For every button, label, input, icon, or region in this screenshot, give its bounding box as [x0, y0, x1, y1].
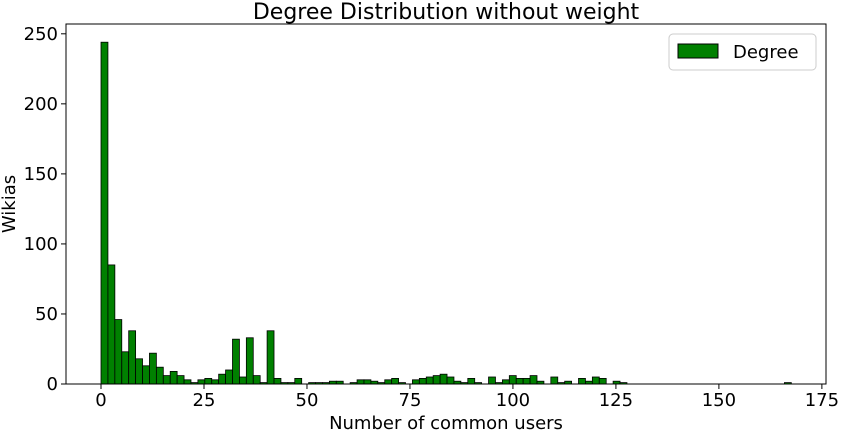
histogram-bar	[128, 330, 137, 385]
histogram-bar	[239, 376, 247, 385]
plot-frame	[65, 23, 827, 385]
histogram-bar	[467, 377, 476, 385]
histogram-bar	[149, 352, 157, 385]
histogram-bar	[432, 375, 441, 385]
legend-swatch	[677, 43, 719, 59]
x-tick-label: 50	[296, 390, 319, 411]
histogram-bar	[197, 379, 206, 385]
x-axis-title: Number of common users	[329, 413, 563, 432]
histogram-bar	[501, 379, 510, 385]
x-tick-label: 125	[599, 390, 633, 411]
y-tick-label: 150	[24, 164, 58, 185]
histogram-bar	[384, 379, 393, 385]
histogram-bar	[218, 373, 226, 385]
histogram-bar	[439, 373, 448, 385]
x-tick-label: 175	[805, 390, 839, 411]
histogram-bar	[225, 369, 233, 385]
histogram-bar	[550, 376, 559, 385]
histogram-bar	[204, 377, 213, 385]
bars-group	[100, 41, 792, 385]
histogram-bar	[107, 264, 116, 385]
histogram-bar	[446, 376, 455, 385]
y-tick-label: 0	[47, 374, 58, 395]
y-tick-label: 50	[35, 304, 58, 325]
histogram-bar	[155, 366, 164, 385]
histogram-bar	[294, 377, 303, 385]
histogram-bar	[391, 377, 399, 385]
x-tick-label: 0	[95, 390, 106, 411]
histogram-bar	[515, 377, 524, 385]
legend-label-degree: Degree	[733, 42, 799, 63]
histogram-bar	[169, 370, 178, 385]
histogram-bar	[252, 375, 261, 385]
histogram-bar	[183, 379, 192, 385]
histogram-bar	[578, 377, 586, 385]
histogram-bar	[598, 377, 607, 385]
histogram-bar	[529, 375, 538, 385]
histogram-bar	[363, 379, 372, 385]
histogram-bar	[273, 377, 282, 385]
histogram-bar	[121, 351, 130, 385]
legend: Degree	[668, 33, 817, 71]
histogram-bar	[266, 330, 275, 385]
chart-title: Degree Distribution without weight	[253, 0, 640, 25]
x-tick-label: 75	[399, 390, 422, 411]
histogram-bar	[522, 377, 531, 385]
histogram-bar	[211, 379, 220, 385]
histogram-bar	[100, 41, 109, 385]
histogram-bar	[488, 376, 496, 385]
histogram-bar	[245, 337, 254, 385]
histogram-bar	[135, 358, 143, 385]
x-tick-label: 100	[496, 390, 530, 411]
histogram-bar	[142, 365, 150, 385]
histogram-bar	[508, 375, 517, 385]
histogram-bar	[425, 376, 434, 385]
histogram-bar	[114, 319, 123, 385]
histogram-bar	[232, 338, 240, 385]
x-tick-label: 25	[193, 390, 216, 411]
x-axis-ticks: 0 25 50 75 100 125 150 175	[95, 384, 839, 411]
histogram-bar	[176, 375, 185, 385]
histogram-bar	[356, 379, 365, 385]
y-tick-label: 250	[24, 24, 58, 45]
y-tick-label: 200	[24, 94, 58, 115]
histogram-bar	[162, 375, 171, 385]
y-axis-title: Wikias	[0, 175, 20, 233]
y-tick-label: 100	[24, 234, 58, 255]
histogram-bar	[412, 379, 420, 385]
legend-box	[668, 33, 817, 71]
y-axis-ticks: 0 50 100 150 200 250	[24, 24, 66, 395]
x-tick-label: 150	[702, 390, 736, 411]
histogram-bar	[418, 377, 427, 385]
histogram-bar	[591, 376, 600, 385]
